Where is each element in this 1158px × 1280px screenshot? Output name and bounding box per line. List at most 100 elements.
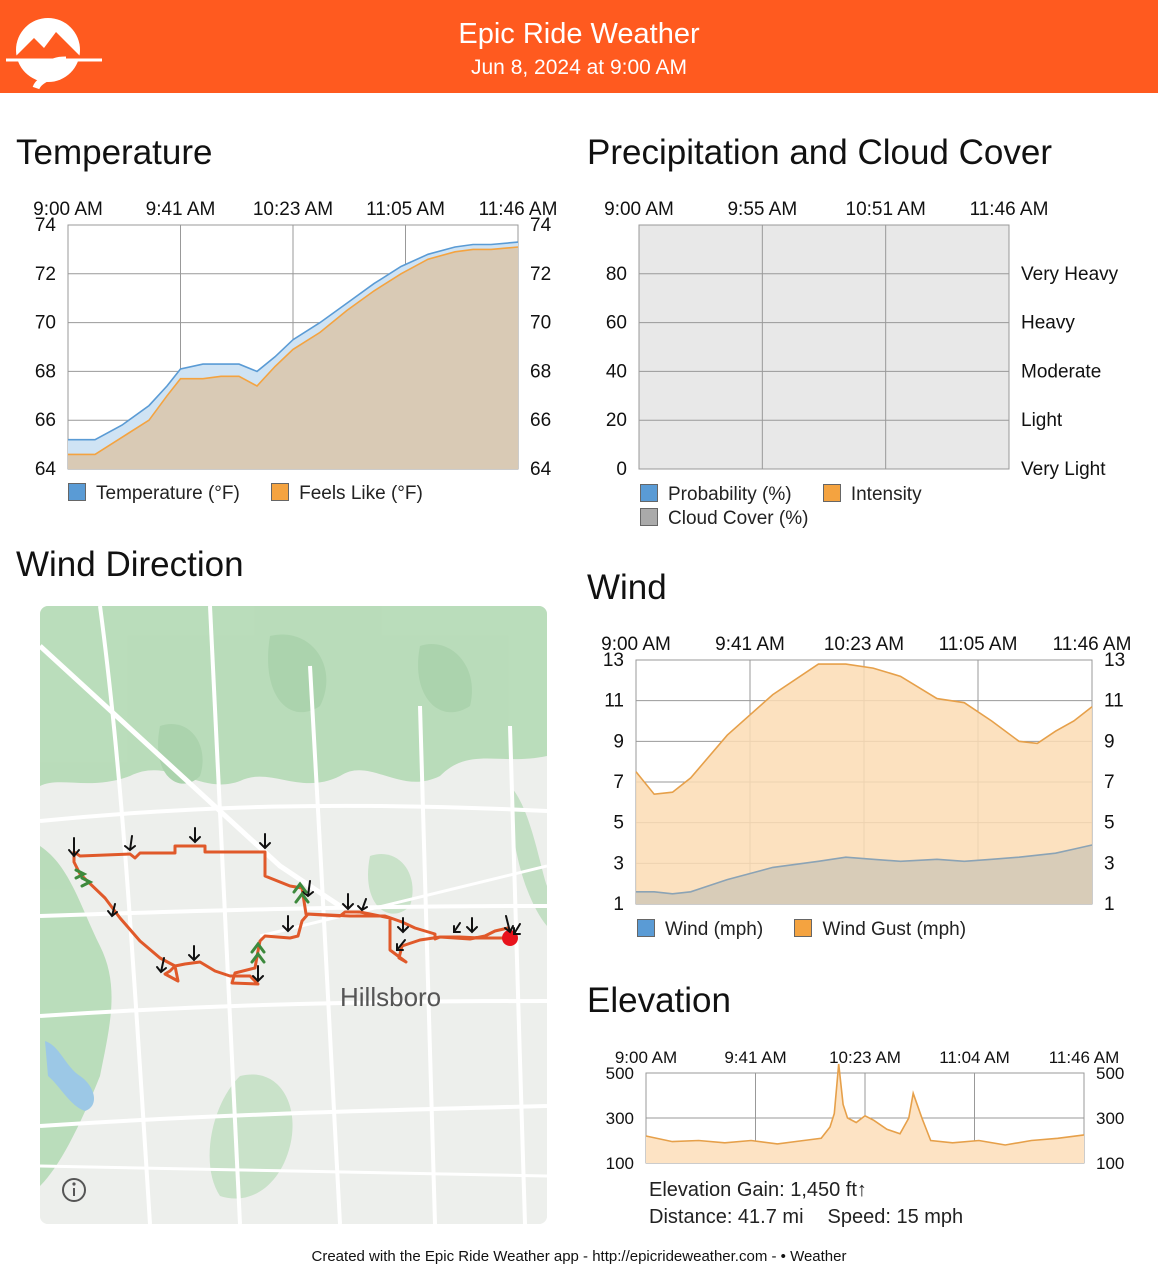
x-tick-label: 11:05 AM bbox=[366, 199, 445, 220]
legend-label: Temperature (°F) bbox=[96, 483, 240, 504]
precipitation-chart-svg: 9:00 AM 9:55 AM 10:51 AM 11:46 AM 0 Very Ligh… bbox=[604, 199, 1119, 480]
elevation-title: Elevation bbox=[587, 981, 731, 1020]
x-tick-label: 9:41 AM bbox=[715, 634, 785, 655]
y-tick-label-right: 5 bbox=[1104, 813, 1115, 834]
series-area bbox=[68, 247, 518, 469]
x-tick-label: 11:05 AM bbox=[939, 634, 1018, 655]
y-tick-label-right: Heavy bbox=[1021, 313, 1075, 334]
y-tick-label-right: 66 bbox=[530, 410, 551, 431]
legend-wind-gust: Wind Gust (mph) bbox=[794, 919, 966, 941]
y-tick-label-left: 0 bbox=[616, 459, 627, 480]
y-tick-label-right: 72 bbox=[530, 264, 551, 285]
elevation-gain: Elevation Gain: 1,450 ft↑ bbox=[649, 1179, 867, 1201]
y-tick-label-right: 74 bbox=[530, 215, 552, 236]
info-icon[interactable] bbox=[62, 1178, 86, 1202]
ride-distance: Distance: 41.7 mi bbox=[649, 1206, 804, 1228]
y-tick-label-left: 74 bbox=[35, 215, 57, 236]
x-tick-label: 11:04 AM bbox=[939, 1048, 1010, 1067]
ride-route bbox=[72, 844, 512, 986]
legend-cloud-cover: Cloud Cover (%) bbox=[640, 507, 808, 531]
legend-intensity: Intensity bbox=[822, 483, 922, 507]
wind-arrow bbox=[396, 939, 406, 951]
app-header: Epic Ride Weather Jun 8, 2024 at 9:00 AM bbox=[0, 0, 1158, 93]
wind-title: Wind bbox=[587, 568, 667, 607]
legend-probability: Probability (%) bbox=[640, 483, 792, 507]
wind-arrow bbox=[68, 837, 80, 858]
y-tick-label-left: 100 bbox=[606, 1154, 634, 1173]
ride-date: Jun 8, 2024 at 9:00 AM bbox=[471, 56, 687, 79]
temperature-legend: Temperature (°F) Feels Like (°F) bbox=[68, 483, 449, 505]
plot-area bbox=[638, 224, 1010, 470]
footer: Created with the Epic Ride Weather app -… bbox=[0, 1248, 1158, 1265]
y-tick-label-left: 9 bbox=[613, 731, 624, 752]
y-tick-label-left: 60 bbox=[606, 313, 627, 334]
y-tick-label-left: 72 bbox=[35, 264, 56, 285]
x-tick-label: 10:51 AM bbox=[846, 199, 926, 220]
map-canvas: Hillsboro bbox=[40, 606, 547, 1224]
legend-swatch bbox=[68, 483, 86, 501]
y-tick-label-left: 64 bbox=[35, 459, 57, 480]
series-area bbox=[636, 845, 1092, 904]
wind-arrow bbox=[302, 880, 314, 898]
wind-direction-map[interactable]: Hillsboro bbox=[40, 606, 547, 1224]
wind-arrow bbox=[189, 827, 201, 844]
chevron-icon bbox=[250, 941, 266, 964]
series-line bbox=[68, 246, 519, 456]
x-tick-label: 9:00 AM bbox=[601, 634, 671, 655]
upwind-chevrons bbox=[74, 868, 310, 964]
wind-arrow bbox=[453, 922, 461, 933]
precipitation-legend: Probability (%) Intensity Cloud Cover (%… bbox=[640, 483, 1060, 531]
chevron-icon bbox=[74, 868, 94, 888]
apple-logo-icon: • bbox=[780, 1248, 791, 1265]
y-tick-label-left: 500 bbox=[606, 1064, 634, 1083]
series-line bbox=[645, 1063, 1085, 1146]
footer-credit: Created with the Epic Ride Weather app -… bbox=[311, 1248, 781, 1265]
y-tick-label-right: 300 bbox=[1096, 1109, 1124, 1128]
precipitation-title: Precipitation and Cloud Cover bbox=[587, 133, 1052, 172]
y-tick-label-right: Light bbox=[1021, 410, 1063, 431]
x-tick-label: 11:46 AM bbox=[1053, 634, 1132, 655]
wind-chart-svg: 9:00 AM 9:41 AM 10:23 AM 11:05 AM 11:46 AM 1 1… bbox=[601, 634, 1132, 915]
y-tick-label-right: 9 bbox=[1104, 731, 1115, 752]
series-line bbox=[636, 844, 1093, 895]
wind-arrow bbox=[466, 917, 478, 934]
y-tick-label-right: 64 bbox=[530, 459, 552, 480]
wind-arrow bbox=[357, 898, 368, 912]
y-tick-label-right: 70 bbox=[530, 313, 551, 334]
y-tick-label-left: 3 bbox=[613, 853, 624, 874]
chevron-icon bbox=[292, 881, 310, 904]
legend-label: Wind (mph) bbox=[665, 919, 764, 940]
y-tick-label-left: 7 bbox=[613, 772, 624, 793]
x-tick-label: 9:00 AM bbox=[604, 199, 674, 220]
y-tick-label-right: Moderate bbox=[1021, 361, 1101, 382]
x-tick-label: 9:41 AM bbox=[724, 1048, 786, 1067]
y-tick-label-left: 300 bbox=[606, 1109, 634, 1128]
elevation-chart-svg: 9:00 AM 9:41 AM 10:23 AM 11:04 AM 11:46 AM 10… bbox=[606, 1048, 1125, 1173]
legend-swatch bbox=[637, 919, 655, 937]
legend-temperature: Temperature (°F) bbox=[68, 483, 240, 505]
x-tick-label: 10:23 AM bbox=[824, 634, 904, 655]
x-tick-label: 10:23 AM bbox=[829, 1048, 901, 1067]
x-tick-label: 9:55 AM bbox=[727, 199, 797, 220]
map-city-label: Hillsboro bbox=[340, 982, 441, 1012]
wind-arrow bbox=[504, 915, 514, 934]
y-tick-label-right: 13 bbox=[1104, 650, 1125, 671]
wind-arrow bbox=[156, 957, 167, 974]
footer-weather: Weather bbox=[790, 1248, 847, 1265]
legend-wind: Wind (mph) bbox=[637, 919, 763, 941]
x-tick-label: 11:46 AM bbox=[970, 199, 1049, 220]
y-tick-label-left: 68 bbox=[35, 361, 56, 382]
y-tick-label-right: 500 bbox=[1096, 1064, 1124, 1083]
legend-label: Probability (%) bbox=[668, 484, 792, 505]
elevation-chart: 9:00 AM 9:41 AM 10:23 AM 11:04 AM 11:46 AM 10… bbox=[580, 1035, 1158, 1175]
legend-feels-like: Feels Like (°F) bbox=[271, 483, 423, 505]
temperature-chart: 9:00 AM 9:41 AM 10:23 AM 11:05 AM 11:46 AM 64… bbox=[0, 185, 580, 485]
y-tick-label-right: 68 bbox=[530, 361, 551, 382]
y-tick-label-left: 70 bbox=[35, 313, 56, 334]
y-tick-label-right: 11 bbox=[1104, 691, 1124, 712]
legend-swatch bbox=[640, 484, 658, 502]
wind-arrows bbox=[68, 827, 521, 983]
ride-distance-and-speed: Distance: 41.7 mi Speed: 15 mph bbox=[649, 1206, 963, 1229]
precipitation-chart: 9:00 AM 9:55 AM 10:51 AM 11:46 AM 0 Very Ligh… bbox=[580, 185, 1158, 485]
wind-arrow bbox=[513, 923, 521, 935]
